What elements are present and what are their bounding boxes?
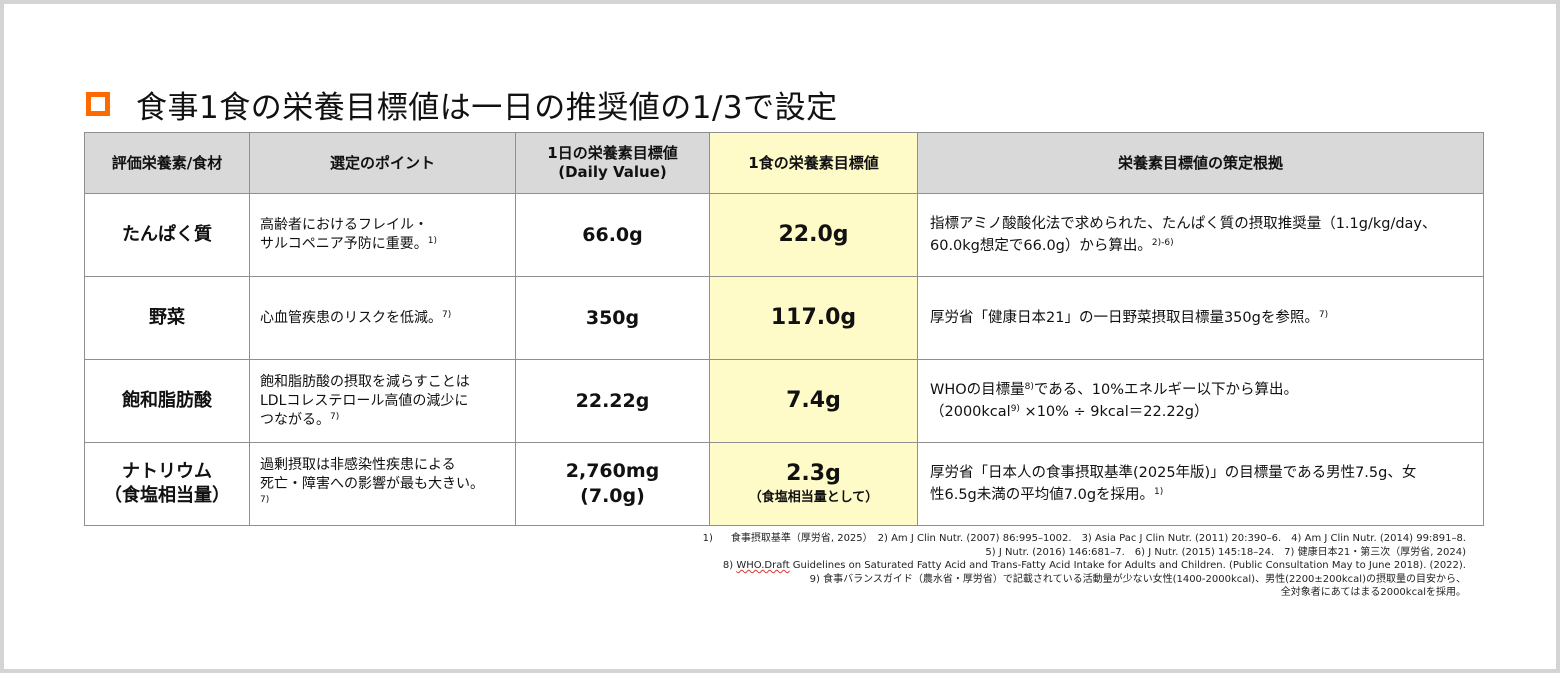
daily-value-line1: 2,760mg: [565, 460, 660, 482]
nutrient-name: ナトリウム （食塩相当量）: [84, 442, 250, 526]
header-daily: 1日の栄養素目標値 (Daily Value): [515, 132, 710, 194]
table-header-row: 評価栄養素/食材 選定のポイント 1日の栄養素目標値 (Daily Value)…: [84, 132, 1484, 194]
meal-value: 22.0g: [709, 193, 918, 277]
reference-line-4: 9) 食事バランスガイド（農水省・厚労省）で記載されている活動量が少ない女性(1…: [809, 573, 1466, 585]
reference-mark: 1): [1154, 487, 1164, 497]
reference-mark: 8): [1024, 382, 1034, 392]
basis-text-d: ×10% ÷ 9kcal＝22.22g）: [1019, 404, 1209, 420]
reference-line-2: 5) J Nutr. (2016) 146:681–7. 6) J Nutr. …: [985, 546, 1466, 558]
nutrient-name: 飽和脂肪酸: [84, 359, 250, 443]
basis-line: 厚労省「健康日本21」の一日野菜摂取目標量350gを参照。: [930, 310, 1319, 326]
basis-text: 指標アミノ酸酸化法で求められた、たんぱく質の摂取推奨量（1.1g/kg/day、…: [917, 193, 1484, 277]
basis-text-c: （2000kcal: [930, 404, 1011, 420]
nutrient-name: たんぱく質: [84, 193, 250, 277]
basis-line: 性6.5g未満の平均値7.0gを採用。: [930, 487, 1155, 503]
point-line: 高齢者におけるフレイル・: [260, 217, 428, 233]
reference-mark: 7): [1318, 310, 1329, 320]
reference-mark: 7): [442, 309, 452, 320]
reference-who-link: WHO.Draft: [736, 560, 790, 571]
nutrient-name-line2: （食塩相当量）: [104, 485, 230, 506]
point-line: 死亡・障害への影響が最も大きい。: [260, 475, 484, 492]
reference-number: 1): [702, 533, 713, 544]
references: 1) 食事摂取基準（厚労省, 2025） 2) Am J Clin Nutr. (…: [703, 532, 1466, 600]
basis-text: 厚労省「健康日本21」の一日野菜摂取目標量350gを参照。7): [917, 276, 1484, 360]
reference-line-3: 8) WHO.Draft Guidelines on Saturated Fat…: [703, 559, 1466, 573]
point-line: 心血管疾患のリスクを低減。: [260, 309, 442, 326]
reference-mark: 1): [427, 236, 437, 246]
daily-value-line2: (7.0g): [580, 485, 645, 507]
reference-mark: 9): [1010, 404, 1020, 414]
point-line: 飽和脂肪酸の摂取を減らすことは: [260, 373, 470, 390]
basis-text-a: WHOの目標量: [930, 382, 1025, 398]
table-row-protein: たんぱく質 高齢者におけるフレイル・ サルコペニア予防に重要。1) 66.0g …: [84, 193, 1484, 277]
meal-value: 117.0g: [709, 276, 918, 360]
meal-value-main: 2.3g: [786, 461, 841, 486]
point-line: LDLコレステロール高値の減少に: [260, 392, 469, 409]
basis-text-b: である、10%エネルギー以下から算出。: [1033, 382, 1298, 398]
square-bullet-icon: [86, 92, 110, 116]
table-row-sodium: ナトリウム （食塩相当量） 過剰摂取は非感染性疾患による 死亡・障害への影響が最…: [84, 442, 1484, 526]
table-row-vegetables: 野菜 心血管疾患のリスクを低減。7) 350g 117.0g 厚労省「健康日本2…: [84, 276, 1484, 360]
selection-point: 飽和脂肪酸の摂取を減らすことは LDLコレステロール高値の減少に つながる。7): [249, 359, 516, 443]
basis-line: 60.0kg想定で66.0g）から算出。: [930, 238, 1152, 254]
header-basis: 栄養素目標値の策定根拠: [917, 132, 1484, 194]
reference-mark: 7): [260, 494, 270, 505]
basis-text: 厚労省「日本人の食事摂取基準(2025年版)」の目標量である男性7.5g、女 性…: [917, 442, 1484, 526]
reference-text: Guidelines on Saturated Fatty Acid and T…: [789, 560, 1466, 571]
point-line: サルコペニア予防に重要。: [260, 236, 428, 252]
nutrition-table: 評価栄養素/食材 選定のポイント 1日の栄養素目標値 (Daily Value)…: [84, 132, 1484, 526]
point-line: 過剰摂取は非感染性疾患による: [260, 456, 456, 473]
meal-value: 2.3g （食塩相当量として）: [709, 442, 918, 526]
daily-value: 66.0g: [515, 193, 710, 277]
title-row: 食事1食の栄養目標値は一日の推奨値の1/3で設定: [86, 80, 838, 128]
reference-line-1: 1) 食事摂取基準（厚労省, 2025） 2) Am J Clin Nutr. (…: [703, 532, 1466, 546]
page-title: 食事1食の栄養目標値は一日の推奨値の1/3で設定: [136, 89, 838, 126]
header-point: 選定のポイント: [249, 132, 516, 194]
meal-value: 7.4g: [709, 359, 918, 443]
selection-point: 心血管疾患のリスクを低減。7): [249, 276, 516, 360]
header-daily-line2: (Daily Value): [558, 163, 667, 181]
basis-text: WHOの目標量8)である、10%エネルギー以下から算出。 （2000kcal9)…: [917, 359, 1484, 443]
header-meal: 1食の栄養素目標値: [709, 132, 918, 194]
nutrient-name: 野菜: [84, 276, 250, 360]
meal-value-note: （食塩相当量として）: [748, 490, 879, 505]
reference-number: 8): [722, 560, 734, 571]
table-row-saturated-fat: 飽和脂肪酸 飽和脂肪酸の摂取を減らすことは LDLコレステロール高値の減少に つ…: [84, 359, 1484, 443]
reference-mark: 2)-6): [1151, 238, 1174, 248]
selection-point: 高齢者におけるフレイル・ サルコペニア予防に重要。1): [249, 193, 516, 277]
selection-point: 過剰摂取は非感染性疾患による 死亡・障害への影響が最も大きい。 7): [249, 442, 516, 526]
header-nutrient: 評価栄養素/食材: [84, 132, 250, 194]
nutrient-name-line1: ナトリウム: [122, 461, 212, 482]
header-daily-line1: 1日の栄養素目標値: [547, 144, 678, 162]
reference-line-5: 全対象者にあてはまる2000kcalを採用。: [1280, 587, 1466, 598]
basis-line: 厚労省「日本人の食事摂取基準(2025年版)」の目標量である男性7.5g、女: [930, 465, 1417, 481]
reference-mark: 7): [330, 411, 340, 422]
daily-value: 350g: [515, 276, 710, 360]
reference-text: 食事摂取基準（厚労省, 2025） 2) Am J Clin Nutr. (20…: [730, 533, 1466, 544]
point-line: つながる。: [260, 411, 330, 428]
basis-line: 指標アミノ酸酸化法で求められた、たんぱく質の摂取推奨量（1.1g/kg/day、: [930, 216, 1437, 232]
daily-value: 22.22g: [515, 359, 710, 443]
daily-value: 2,760mg (7.0g): [515, 442, 710, 526]
